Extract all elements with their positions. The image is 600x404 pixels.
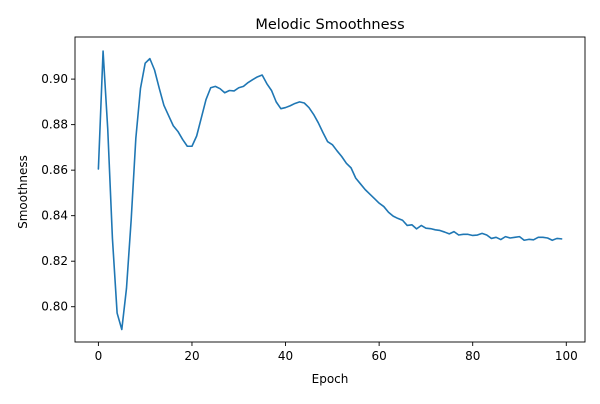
y-tick-label: 0.88 xyxy=(41,118,68,132)
x-tick-label: 100 xyxy=(555,349,578,363)
x-axis-label: Epoch xyxy=(312,372,349,386)
x-tick-label: 20 xyxy=(184,349,199,363)
y-tick-label: 0.80 xyxy=(41,300,68,314)
x-tick-label: 0 xyxy=(95,349,103,363)
y-tick-label: 0.86 xyxy=(41,163,68,177)
x-tick-label: 60 xyxy=(371,349,386,363)
y-tick-label: 0.84 xyxy=(41,209,68,223)
chart-title: Melodic Smoothness xyxy=(255,17,404,33)
x-tick-label: 80 xyxy=(465,349,480,363)
y-tick-label: 0.90 xyxy=(41,72,68,86)
y-tick-label: 0.82 xyxy=(41,254,68,268)
x-tick-label: 40 xyxy=(278,349,293,363)
y-axis-label: Smoothness xyxy=(16,155,30,229)
